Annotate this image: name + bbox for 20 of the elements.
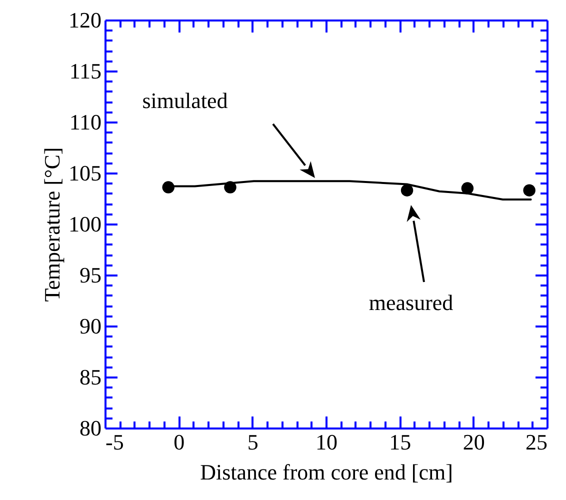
x-axis-title: Distance from core end [cm]	[200, 460, 453, 484]
y-tick-label: 80	[80, 416, 102, 440]
y-tick-label: 85	[80, 364, 102, 390]
y-tick-label: 120	[68, 8, 102, 32]
annotation: simulated	[142, 88, 228, 113]
x-tick-label: 10	[316, 430, 338, 454]
y-tick-label: 100	[68, 212, 102, 236]
x-tick-label: 20	[462, 430, 485, 454]
x-tick-label: 15	[389, 430, 412, 454]
x-tick-label: 0	[174, 430, 185, 454]
y-tick-label: 110	[69, 110, 102, 134]
y-tick-label: 90	[80, 314, 102, 338]
annotation: measured	[368, 290, 454, 315]
x-tick-label: 25	[526, 430, 548, 454]
x-tick-label: -5	[106, 430, 124, 454]
y-tick-label: 95	[80, 262, 102, 288]
y-tick-label: 115	[69, 58, 102, 84]
y-tick-label: 105	[68, 160, 102, 186]
x-tick-label: 5	[247, 430, 258, 454]
y-axis-title: Temperature [°C]	[40, 147, 64, 302]
